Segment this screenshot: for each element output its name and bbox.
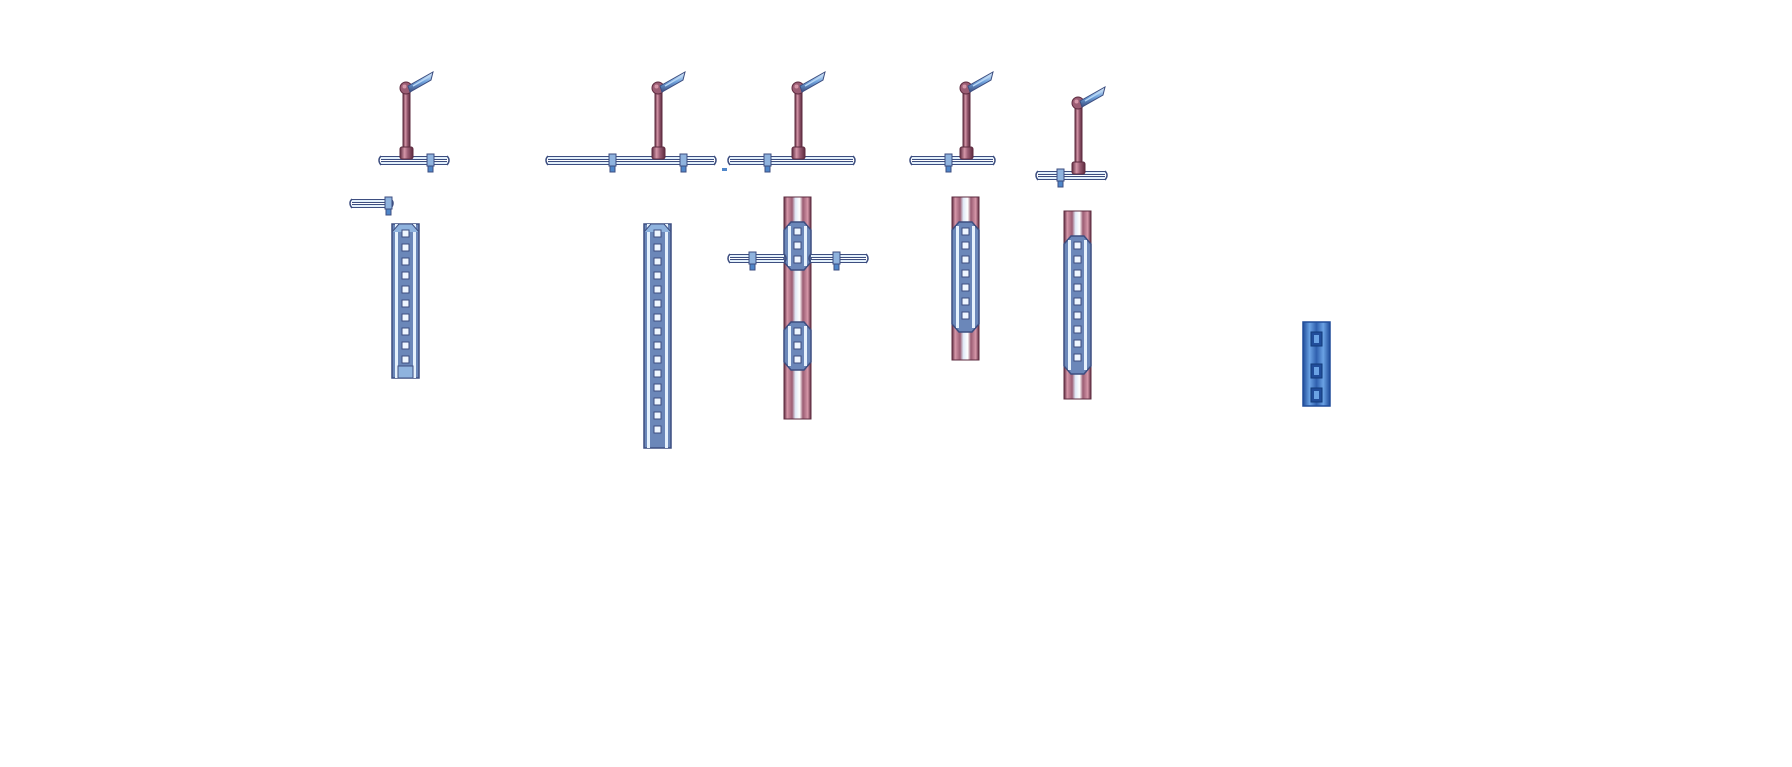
railing-icon: [727, 153, 856, 173]
ladder-icon: [391, 223, 420, 379]
railing-icon: [349, 196, 394, 216]
railing-icon: [727, 251, 787, 271]
sprite-lamp-post-4: [909, 70, 996, 173]
railing-icon: [1035, 168, 1108, 188]
ladder-icon: [1063, 235, 1092, 375]
lamp-post-icon: [791, 70, 826, 160]
sprite-lamp-post-1: [378, 70, 450, 173]
ladder-icon: [951, 221, 980, 333]
sprite-lamp-post-2: [545, 70, 717, 173]
railing-icon: [545, 153, 717, 173]
sprites: [349, 70, 1331, 449]
sprite-ladder-column-tall: [643, 223, 672, 449]
lamp-post-icon: [959, 70, 994, 160]
railing-icon: [808, 251, 869, 271]
railing-icon: [909, 153, 996, 173]
sprite-pipe-column-railings: [727, 196, 869, 420]
lamp-post-icon: [651, 70, 686, 160]
sprite-blue-tech-column: [1302, 321, 1331, 407]
sprite-ladder-column: [391, 223, 420, 379]
sprite-railing-fragment: [349, 196, 394, 216]
tech-column-icon: [1302, 321, 1331, 407]
sprite-pipe-column-1: [951, 196, 980, 361]
sprite-lamp-post-5: [1035, 85, 1108, 188]
sprite-pipe-column-2: [1063, 210, 1092, 400]
ladder-icon: [643, 223, 672, 449]
sprite-lamp-post-3: [722, 70, 856, 173]
lamp-post-icon: [1071, 85, 1106, 175]
lamp-post-icon: [399, 70, 434, 160]
ladder-icon: [783, 221, 812, 271]
ladder-icon: [783, 321, 812, 371]
railing-icon: [378, 153, 450, 173]
